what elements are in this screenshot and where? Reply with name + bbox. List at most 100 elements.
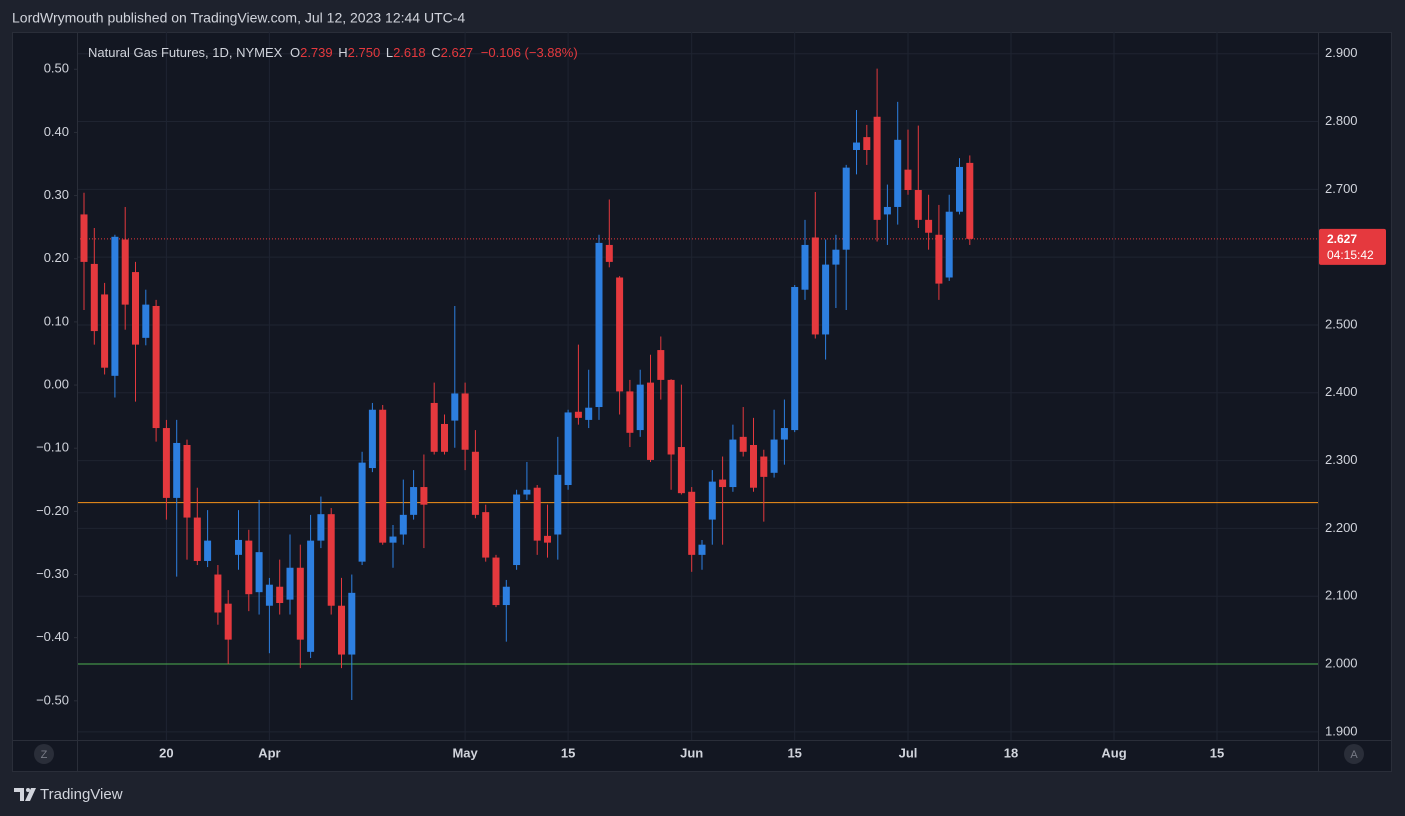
candle-body	[811, 237, 819, 335]
y2-tick-label: −0.20	[36, 503, 69, 518]
candle-body	[502, 586, 510, 606]
y2-tick-label: 0.10	[44, 313, 69, 328]
x-tick-label: 15	[1210, 745, 1224, 760]
legend-title: Natural Gas Futures, 1D, NYMEX	[88, 45, 283, 60]
candle-body	[338, 605, 345, 655]
candle-body	[760, 456, 768, 477]
legend-low: 2.618	[393, 45, 426, 60]
candle-body	[162, 428, 170, 498]
candle-body	[224, 603, 232, 640]
button-a[interactable]: A	[1344, 744, 1364, 764]
candle-body	[533, 487, 541, 541]
legend-o: O	[290, 45, 300, 60]
y-tick-label: 2.800	[1325, 113, 1358, 128]
y-tick-label: 2.200	[1325, 520, 1358, 535]
button-z[interactable]: Z	[34, 744, 54, 764]
legend: Natural Gas Futures, 1D, NYMEX O2.739 H2…	[88, 45, 578, 60]
candle-body	[327, 514, 335, 606]
legend-open: 2.739	[300, 45, 333, 60]
button-bg[interactable]	[34, 744, 54, 764]
candle-body	[966, 162, 974, 239]
legend-l: L	[386, 45, 393, 60]
candle-body	[719, 479, 727, 488]
candle-body	[276, 586, 284, 604]
y-tick-label: 2.900	[1325, 45, 1358, 60]
y2-tick-label: −0.30	[36, 566, 69, 581]
button-bg[interactable]	[1344, 744, 1364, 764]
candle-body	[667, 379, 675, 455]
y-tick-label: 2.000	[1325, 655, 1358, 670]
y-tick-label: 2.500	[1325, 316, 1358, 331]
candle-body	[80, 214, 88, 262]
candle-body	[708, 481, 716, 520]
x-tick-label: 15	[561, 745, 575, 760]
x-tick-label: May	[452, 745, 478, 760]
candle-body	[523, 489, 531, 495]
candle-body	[863, 137, 871, 150]
y2-tick-label: −0.40	[36, 629, 69, 644]
candle-body	[399, 514, 407, 535]
candle-body	[111, 236, 119, 376]
candle-body	[544, 535, 551, 543]
x-tick-label: Jun	[680, 745, 703, 760]
candle-body	[410, 487, 418, 515]
candle-body	[574, 411, 582, 418]
x-tick-label: Jul	[899, 745, 918, 760]
candle-body	[564, 412, 572, 486]
candle-body	[235, 539, 242, 555]
button-label[interactable]: A	[1350, 749, 1358, 761]
brand-text: TradingView	[40, 786, 123, 803]
y2-tick-label: 0.00	[44, 376, 69, 391]
header-text: LordWrymouth published on TradingView.co…	[12, 10, 465, 26]
candle-body	[853, 142, 860, 150]
legend-change: −0.106 (−3.88%)	[481, 45, 578, 60]
candle-body	[348, 592, 356, 655]
candle-body	[842, 167, 850, 250]
candle-body	[307, 540, 315, 652]
candle-body	[626, 391, 634, 433]
candle-body	[791, 286, 799, 431]
candle-body	[513, 494, 521, 566]
countdown: 04:15:42	[1327, 248, 1374, 262]
legend-c: C	[431, 45, 440, 60]
candle-body	[90, 263, 98, 332]
candle-body	[739, 436, 747, 452]
logo-t	[14, 788, 24, 801]
candle-body	[430, 402, 438, 452]
last-price-label: 2.627	[1327, 232, 1357, 246]
y-tick-label: 1.900	[1325, 723, 1358, 738]
candle-body	[471, 451, 479, 515]
x-tick-label: 18	[1004, 745, 1018, 760]
logo-dot	[26, 788, 30, 792]
candle-body	[801, 244, 809, 290]
candle-body	[616, 277, 624, 392]
chart-panel	[12, 32, 1392, 772]
candles	[80, 68, 974, 700]
candle-body	[389, 536, 397, 543]
candle-body	[441, 423, 448, 452]
candle-body	[286, 567, 294, 600]
button-label[interactable]: Z	[41, 749, 48, 761]
candle-body	[904, 169, 912, 191]
y-tick-label: 2.100	[1325, 588, 1358, 603]
candle-body	[935, 234, 943, 284]
legend-high: 2.750	[348, 45, 381, 60]
legend-close: 2.627	[441, 45, 474, 60]
candle-body	[883, 206, 891, 215]
candle-body	[451, 393, 459, 421]
y-tick-label: 2.700	[1325, 181, 1358, 196]
candle-body	[121, 239, 129, 305]
candle-body	[554, 474, 562, 535]
candle-body	[595, 242, 603, 408]
candle-body	[214, 574, 222, 613]
candle-body	[780, 428, 788, 440]
x-tick-label: Apr	[258, 745, 280, 760]
y2-tick-label: −0.50	[36, 692, 69, 707]
candle-body	[265, 584, 273, 606]
candle-body	[296, 567, 304, 640]
axis-labels: 1.9002.0002.1002.2002.3002.4002.5002.600…	[36, 45, 1386, 760]
last-price-box	[1319, 228, 1386, 265]
candle-body	[101, 294, 109, 368]
candle-body	[379, 409, 387, 543]
